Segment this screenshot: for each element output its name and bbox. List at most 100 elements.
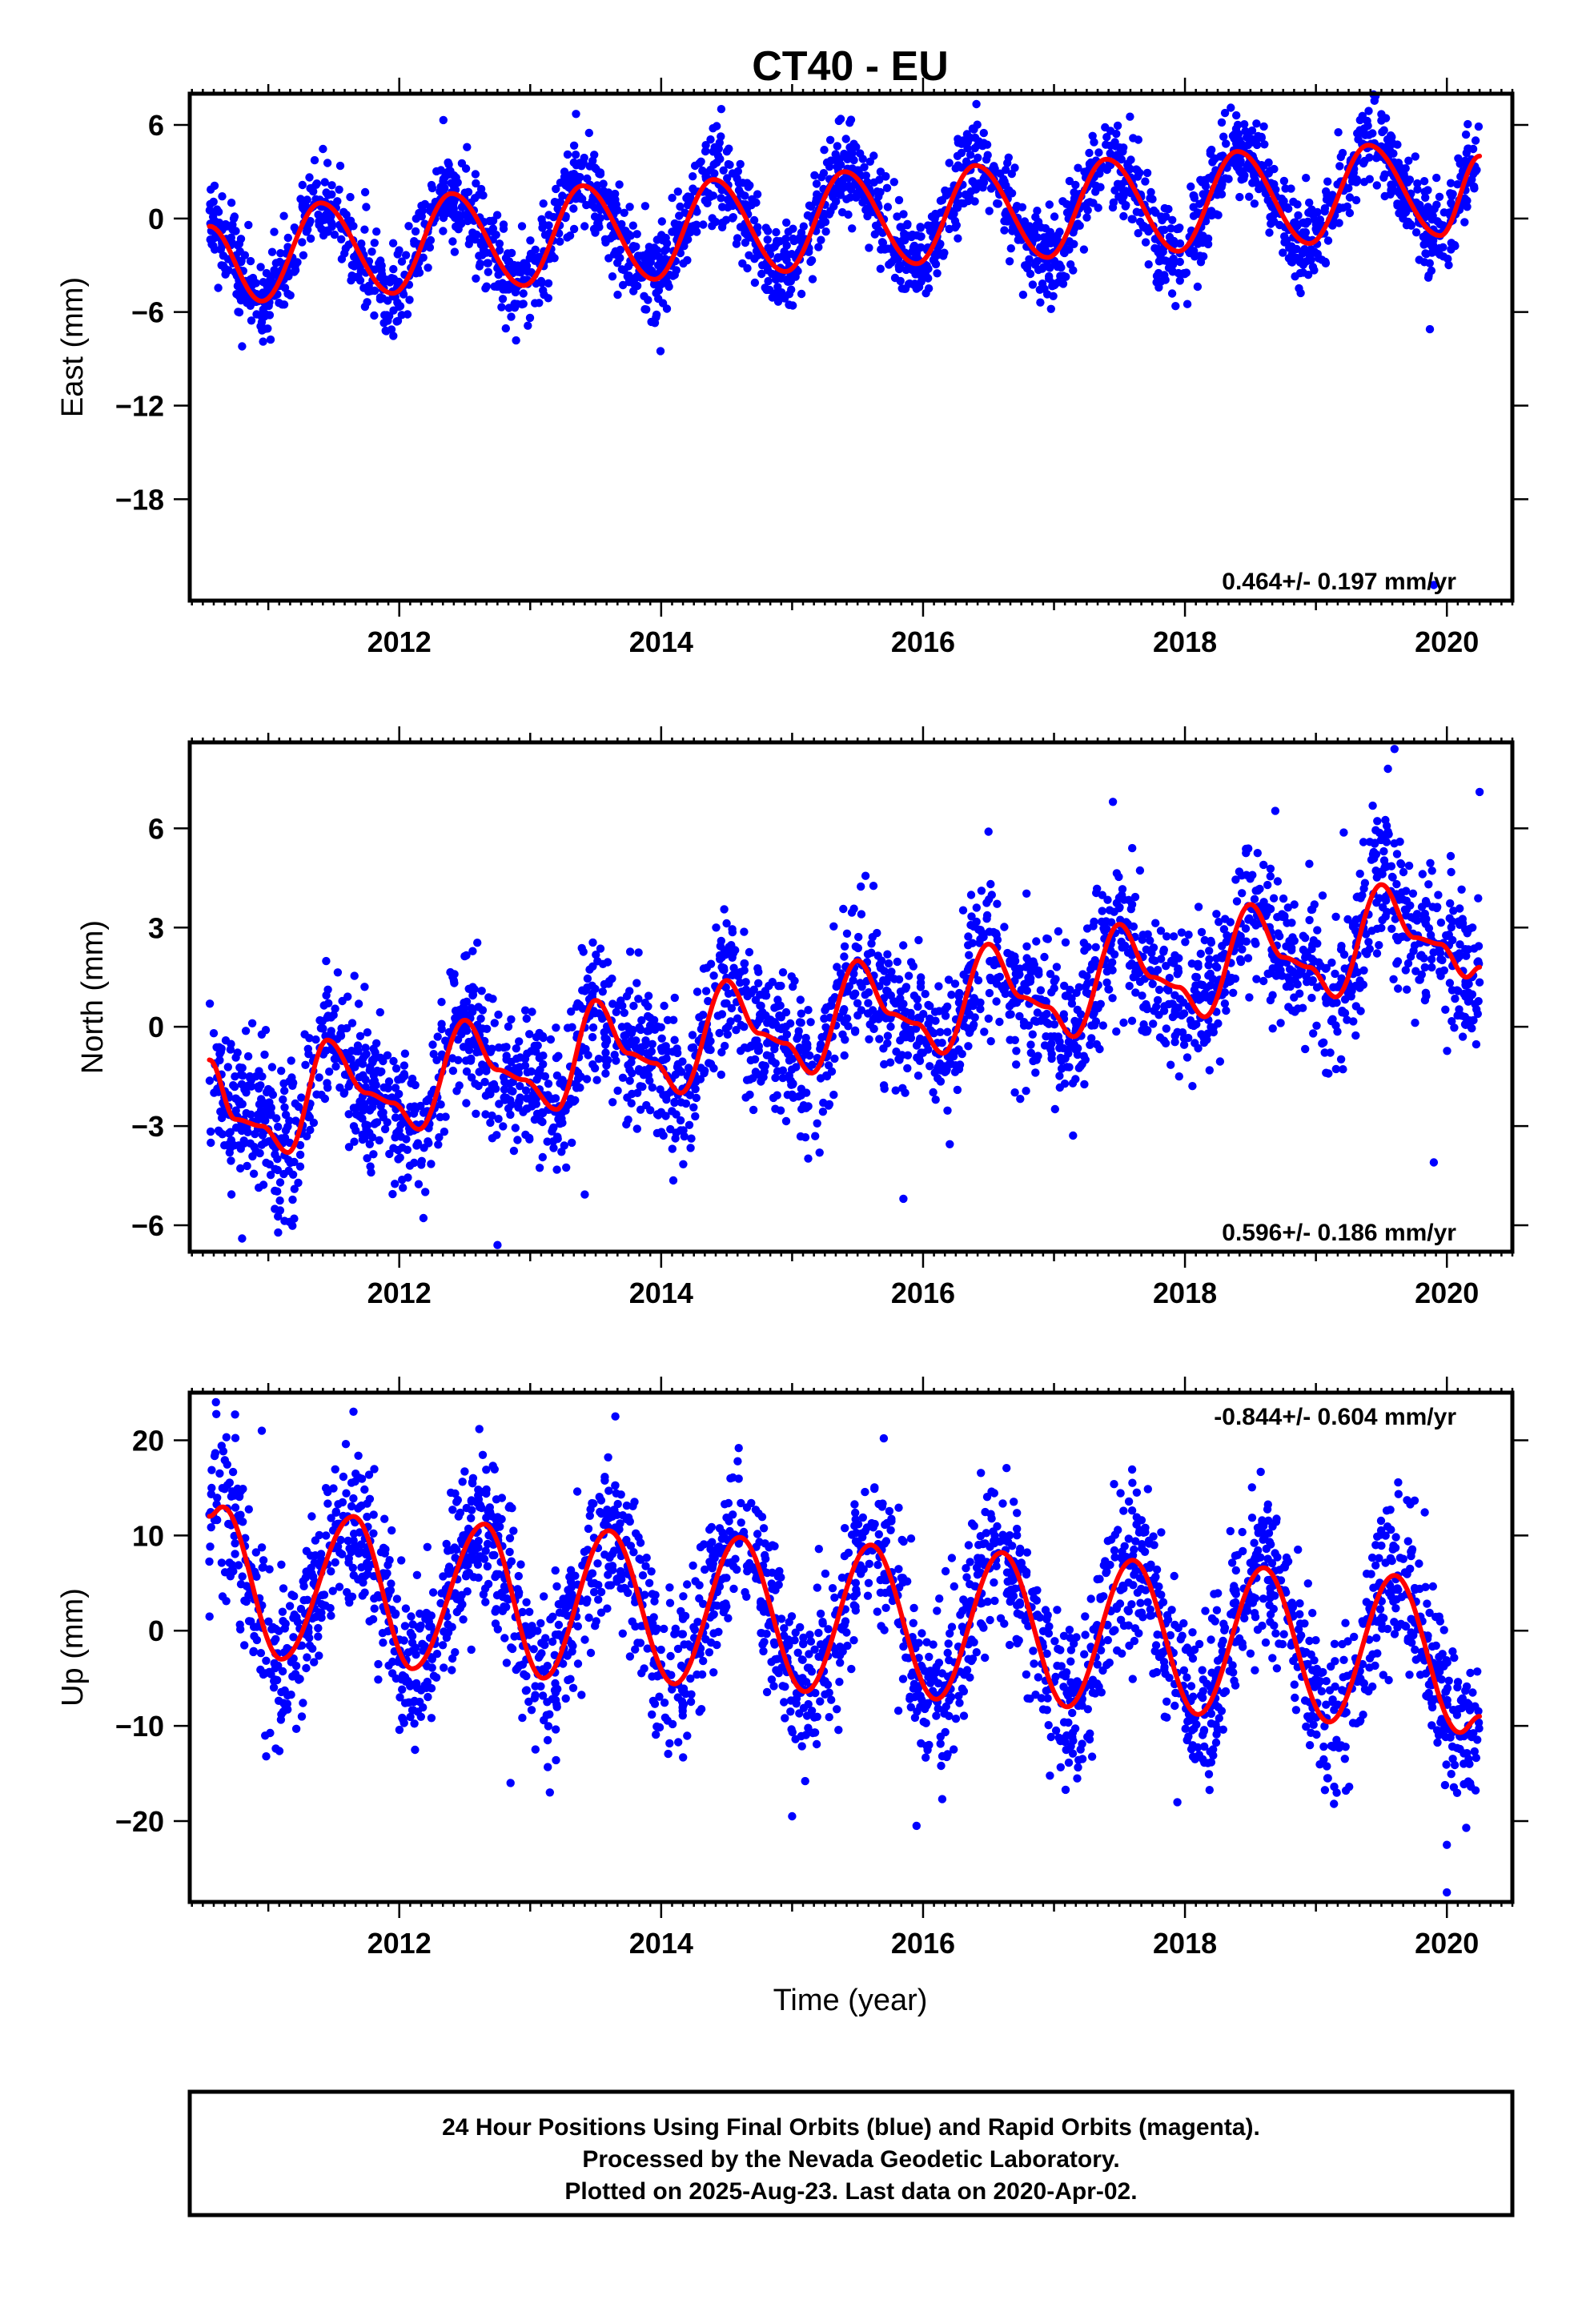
data-point (1403, 985, 1411, 994)
data-point (1231, 875, 1240, 884)
data-point (628, 221, 637, 230)
data-point (1427, 963, 1436, 972)
data-point (333, 968, 343, 977)
data-point (389, 332, 398, 340)
data-point (1447, 199, 1456, 207)
data-point (1259, 122, 1268, 131)
data-point (347, 1055, 355, 1063)
data-point (1100, 927, 1109, 935)
data-point (477, 987, 486, 995)
data-point (1220, 108, 1230, 118)
data-point (283, 233, 292, 243)
data-point (848, 224, 857, 233)
data-point (1394, 984, 1403, 993)
data-point (1432, 173, 1441, 183)
data-point (1449, 907, 1458, 915)
data-point (985, 988, 994, 998)
data-point (375, 1007, 384, 1017)
data-point (876, 264, 885, 273)
data-point (1144, 260, 1153, 269)
data-point (808, 275, 817, 283)
data-point (1134, 229, 1142, 238)
data-point (568, 1138, 576, 1148)
data-point (375, 295, 385, 304)
data-point (673, 1044, 681, 1053)
data-point (1074, 163, 1082, 172)
data-point (1056, 1053, 1066, 1063)
data-point (840, 149, 849, 159)
data-point (622, 1120, 631, 1129)
data-point (1080, 1080, 1089, 1089)
data-point (227, 1190, 236, 1199)
data-point (1071, 180, 1080, 190)
data-point (1185, 248, 1195, 258)
data-point (668, 1144, 677, 1153)
data-point (1206, 147, 1215, 156)
data-point (267, 247, 277, 256)
data-point (486, 1090, 495, 1099)
data-point (1088, 131, 1097, 140)
data-point (1232, 111, 1241, 120)
data-point (891, 1086, 900, 1095)
data-point (1098, 1021, 1108, 1030)
data-point (1060, 981, 1069, 991)
data-point (1235, 955, 1245, 964)
data-point (1351, 915, 1361, 924)
data-point (635, 1023, 644, 1032)
data-point (1389, 975, 1398, 984)
data-point (1134, 135, 1143, 144)
data-point (1020, 217, 1030, 226)
data-point (1191, 972, 1200, 982)
data-point (777, 981, 785, 991)
data-point (642, 305, 651, 314)
data-point (588, 1060, 597, 1069)
data-point (563, 150, 572, 159)
data-point (1164, 263, 1174, 272)
data-point (1006, 1010, 1015, 1019)
data-point (1226, 918, 1235, 927)
data-point (717, 105, 726, 114)
data-point (590, 151, 599, 159)
data-point (238, 1063, 247, 1072)
data-point (969, 177, 978, 186)
data-point (682, 194, 691, 203)
data-point (1190, 194, 1199, 203)
data-point (670, 993, 679, 1003)
data-point (277, 1067, 286, 1076)
data-point (1360, 879, 1370, 887)
data-point (1355, 976, 1364, 985)
data-point (280, 1086, 289, 1096)
data-point (676, 1116, 685, 1125)
data-point (1112, 1027, 1121, 1036)
data-point (247, 316, 256, 325)
data-point (945, 159, 954, 167)
data-point (669, 1176, 678, 1185)
data-point (1029, 957, 1038, 966)
data-point (211, 245, 219, 254)
data-point (1379, 126, 1388, 135)
data-point (1207, 938, 1216, 947)
data-point (893, 957, 902, 967)
data-point (784, 277, 793, 286)
data-point (1125, 982, 1134, 991)
data-point (1175, 995, 1185, 1003)
data-point (1212, 910, 1221, 919)
data-point (752, 198, 761, 207)
data-point (1001, 984, 1010, 993)
data-point (427, 1160, 436, 1168)
data-point (1182, 300, 1192, 308)
data-point (359, 283, 368, 292)
data-point (896, 1036, 905, 1045)
data-point (829, 922, 838, 931)
data-point (1026, 1040, 1035, 1049)
data-point (1060, 1080, 1070, 1088)
data-point (904, 279, 913, 288)
data-point (931, 1016, 940, 1025)
data-point (935, 1059, 945, 1068)
data-point (1372, 181, 1382, 190)
data-point (660, 247, 669, 255)
data-point (259, 278, 268, 287)
data-point (315, 1015, 324, 1025)
